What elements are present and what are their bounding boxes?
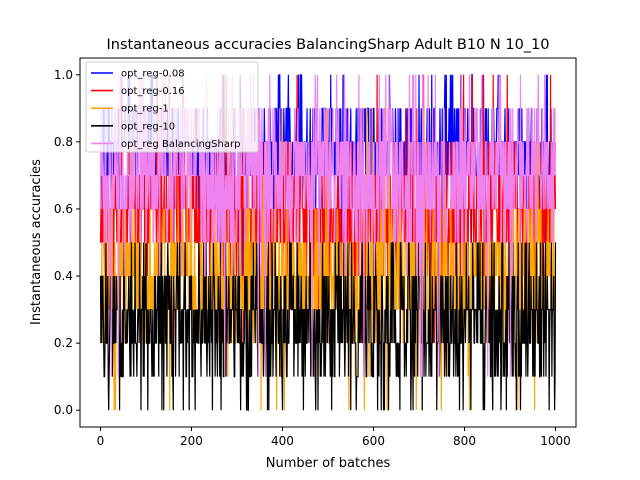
x-tick-label: 1000: [540, 434, 571, 448]
x-tick-label: 400: [271, 434, 294, 448]
y-axis: 0.0 0.2 0.4 0.6 0.8 1.0: [54, 68, 80, 417]
x-tick-label: 800: [453, 434, 476, 448]
legend-box: [85, 61, 259, 153]
legend: opt_reg-0.08 opt_reg-0.16 opt_reg-1 opt_reg…: [85, 61, 259, 153]
x-tick-label: 0: [97, 434, 105, 448]
y-tick-label: 0.6: [54, 202, 73, 216]
x-tick-label: 600: [362, 434, 385, 448]
x-axis: 0 200 400 600 800 1000: [97, 427, 571, 448]
series-line: [99, 241, 557, 411]
legend-label: opt_reg BalancingSharp: [121, 139, 240, 150]
x-axis-label: Number of batches: [266, 456, 391, 471]
y-tick-label: 0.2: [54, 336, 73, 350]
x-tick-label: 200: [180, 434, 203, 448]
chart-title: Instantaneous accuracies BalancingSharp …: [106, 37, 549, 53]
y-tick-label: 0.0: [54, 403, 73, 417]
legend-label: opt_reg-0.16: [121, 86, 185, 97]
y-tick-label: 1.0: [54, 68, 73, 82]
y-tick-label: 0.4: [54, 269, 73, 283]
legend-label: opt_reg-10: [121, 121, 175, 132]
y-tick-label: 0.8: [54, 135, 73, 149]
y-axis-label: Instantaneous accuracies: [29, 159, 44, 325]
legend-label: opt_reg-0.08: [121, 69, 185, 80]
plot-frame: [79, 57, 577, 428]
legend-label: opt_reg-1: [121, 104, 169, 115]
